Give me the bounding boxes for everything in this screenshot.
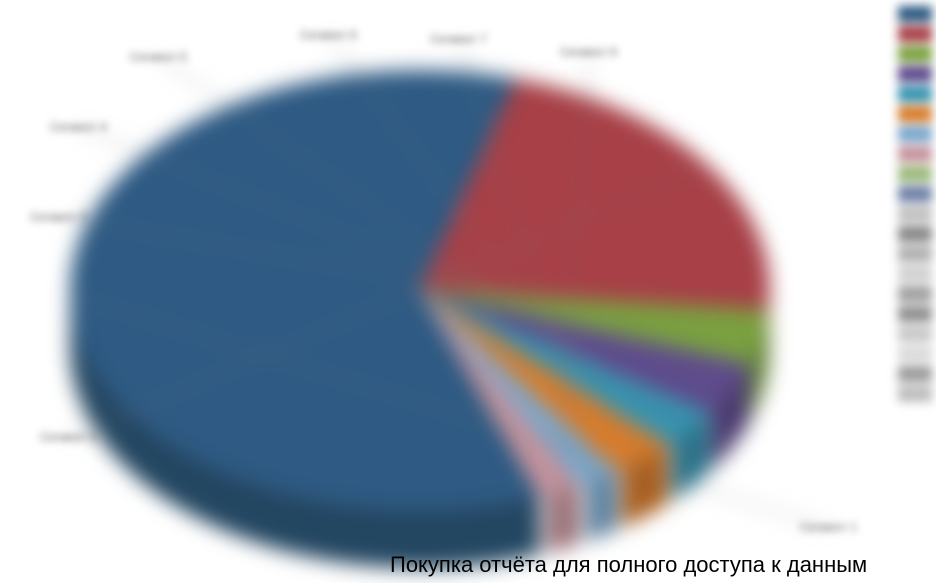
legend-swatch: [898, 366, 932, 382]
pie-chart-3d: [0, 0, 936, 583]
legend-swatch: [898, 306, 932, 322]
legend-swatch: [898, 246, 932, 262]
slice-label: Сегмент 5: [130, 50, 187, 64]
slice-label: Сегмент 7: [430, 32, 487, 46]
legend-swatch: [898, 326, 932, 342]
pie-slice-side: [769, 298, 770, 364]
legend-swatch: [898, 226, 932, 242]
legend-swatch: [898, 166, 932, 182]
slice-label: Сегмент 8: [560, 45, 617, 59]
legend-strip: [898, 6, 932, 506]
legend-swatch: [898, 26, 932, 42]
legend-swatch: [898, 206, 932, 222]
legend-swatch: [898, 46, 932, 62]
legend-swatch: [898, 66, 932, 82]
legend-swatch: [898, 386, 932, 402]
legend-swatch: [898, 6, 932, 22]
pie-slice-side: [586, 472, 617, 542]
slice-label: Сегмент 2: [40, 430, 97, 444]
slice-label: Сегмент 6: [300, 28, 357, 42]
legend-swatch: [898, 186, 932, 202]
legend-swatch: [898, 126, 932, 142]
legend-swatch: [898, 286, 932, 302]
legend-swatch: [898, 86, 932, 102]
legend-swatch: [898, 346, 932, 362]
legend-swatch: [898, 146, 932, 162]
pie-slice-side: [547, 486, 580, 553]
slice-label: Сегмент 1: [800, 520, 857, 534]
slice-label: Сегмент 3: [30, 210, 87, 224]
slice-label: Сегмент 4: [50, 120, 107, 134]
overlay-caption: Покупка отчёта для полного доступа к дан…: [390, 552, 867, 578]
legend-swatch: [898, 266, 932, 282]
legend-swatch: [898, 106, 932, 122]
